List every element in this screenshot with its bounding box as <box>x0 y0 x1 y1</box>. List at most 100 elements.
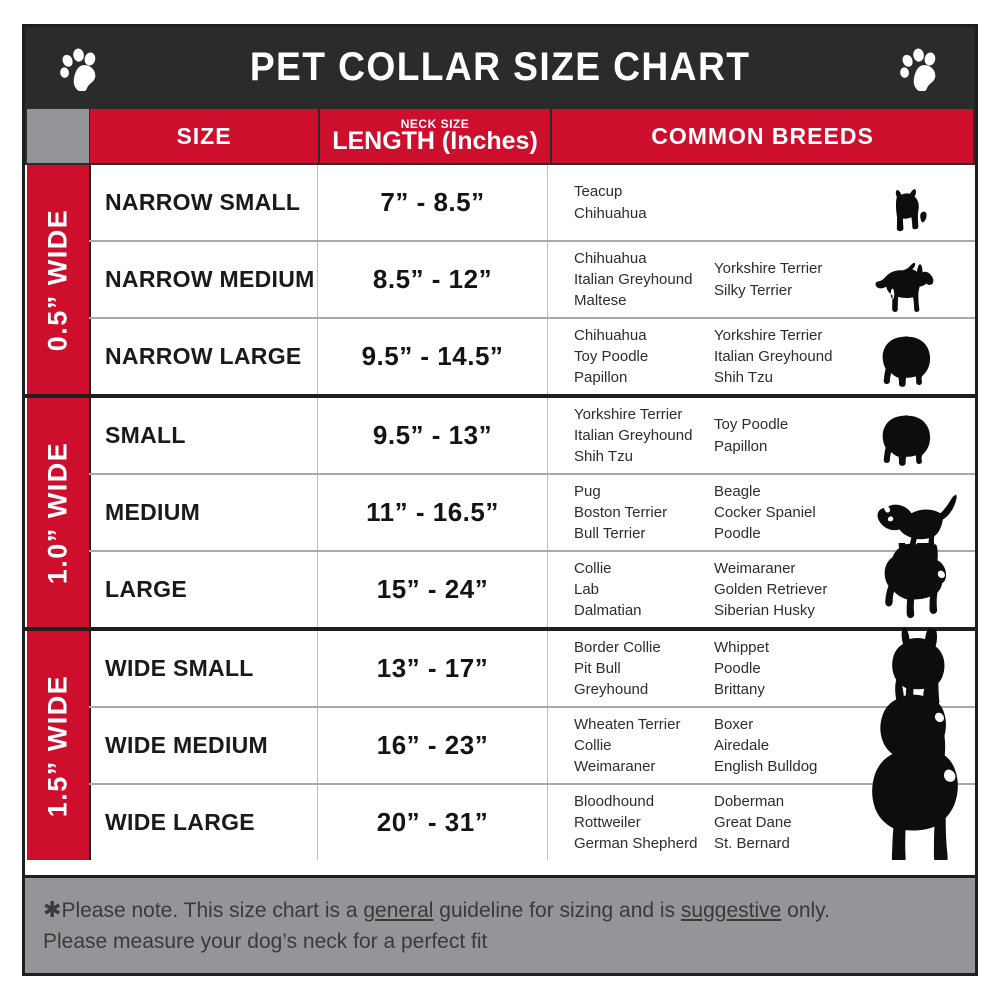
column-header-size: SIZE <box>90 109 318 163</box>
table-row: WIDE MEDIUM 16” - 23” Wheaten Terrier Colli… <box>89 679 975 783</box>
breed-item: Border Collie <box>574 638 661 656</box>
footer-emphasis-suggestive: suggestive <box>680 899 782 923</box>
breed-item: Pug <box>574 482 601 500</box>
width-group-label-text: 0.5” WIDE <box>42 208 73 351</box>
width-group-rows: SMALL 9.5” - 13” Yorkshire Terrier Italian … <box>89 398 975 627</box>
asterisk-icon: ✱ <box>43 897 62 923</box>
width-group: 1.0” WIDE SMALL 9.5” - 13” Yorkshire Terrie… <box>25 394 975 627</box>
beagle-silhouette <box>849 475 969 550</box>
breed-item: Papillon <box>574 369 628 387</box>
cell-neck-length: 15” - 24” <box>317 552 547 627</box>
table-row: NARROW LARGE 9.5” - 14.5” Chihuahua Toy Poo… <box>89 317 975 394</box>
paw-print-icon <box>60 48 96 91</box>
width-column-header <box>27 109 89 163</box>
column-header-length-sub: NECK SIZE <box>400 117 470 131</box>
breed-item: Yorkshire Terrier <box>714 326 823 344</box>
footer-note: ✱Please note. This size chart is a gener… <box>25 875 975 973</box>
breed-item: Weimaraner <box>574 758 656 776</box>
width-group-label-text: 1.5” WIDE <box>42 674 73 817</box>
table-row: LARGE 15” - 24” Collie Lab Dalmatian Weimaran… <box>89 543 975 627</box>
width-group-label: 1.5” WIDE <box>27 631 89 860</box>
width-group: 0.5” WIDE NARROW SMALL 7” - 8.5” Teacup Chih… <box>25 165 975 394</box>
breed-list-c1: Pug Boston Terrier Bull Terrier <box>574 481 714 545</box>
table-row: SMALL 9.5” - 13” Yorkshire Terrier Italian … <box>89 398 975 473</box>
cell-neck-length: 20” - 31” <box>317 785 547 860</box>
breed-item: Toy Poodle <box>714 416 789 434</box>
breed-list-c2: Doberman Great Dane St. Bernard <box>714 791 864 855</box>
breed-item: Chihuahua <box>574 249 647 267</box>
breed-item: Lab <box>574 580 600 598</box>
breed-item: Bull Terrier <box>574 525 646 543</box>
pomeranian-silhouette <box>849 398 969 473</box>
breed-item: Italian Greyhound <box>574 426 693 444</box>
cell-size: WIDE MEDIUM <box>89 708 317 783</box>
footer-text-c: only. <box>781 899 830 923</box>
cell-common-breeds: Teacup Chihuahua <box>547 165 975 240</box>
table-body: 0.5” WIDE NARROW SMALL 7” - 8.5” Teacup Chih… <box>25 165 975 875</box>
breed-list-c2: Beagle Cocker Spaniel Poodle <box>714 481 864 545</box>
cell-neck-length: 11” - 16.5” <box>317 475 547 550</box>
table-row: NARROW SMALL 7” - 8.5” Teacup Chihuahua <box>89 165 975 240</box>
footer-text-b: guideline for sizing and is <box>433 899 681 923</box>
cell-neck-length: 16” - 23” <box>317 708 547 783</box>
breed-list-c2: Weimaraner Golden Retriever Siberian Husky <box>714 558 864 622</box>
cell-size: LARGE <box>89 552 317 627</box>
cell-common-breeds: Pug Boston Terrier Bull Terrier Beagle Cocke… <box>547 475 975 550</box>
breed-item: Silky Terrier <box>714 281 793 299</box>
cell-neck-length: 9.5” - 14.5” <box>317 319 547 394</box>
cell-common-breeds: Chihuahua Italian Greyhound Maltese Yorkshi… <box>547 242 975 317</box>
breed-list-c1: Border Collie Pit Bull Greyhound <box>574 637 714 701</box>
cell-size: WIDE SMALL <box>89 631 317 706</box>
breed-list-c1: Bloodhound Rottweiler German Shepherd <box>574 791 714 855</box>
breed-item: Dalmatian <box>574 602 642 620</box>
breed-item: Shih Tzu <box>574 448 633 466</box>
breed-item: Poodle <box>714 525 761 543</box>
breed-item: Shih Tzu <box>714 369 773 387</box>
breed-item: Wheaten Terrier <box>574 715 681 733</box>
breed-list-c2: Yorkshire Terrier Italian Greyhound Shih T… <box>714 325 864 389</box>
breed-item: Cocker Spaniel <box>714 503 816 521</box>
breed-item: Golden Retriever <box>714 580 828 598</box>
breed-item: Whippet <box>714 638 770 656</box>
cell-neck-length: 8.5” - 12” <box>317 242 547 317</box>
footer-line-2: Please measure your dog’s neck for a per… <box>43 929 488 953</box>
breed-item: English Bulldog <box>714 758 818 776</box>
pet-collar-size-chart: PET COLLAR SIZE CHART SIZE NECK SIZE LEN… <box>22 24 978 976</box>
breed-list-c1: Teacup Chihuahua <box>574 181 714 224</box>
cell-common-breeds: Yorkshire Terrier Italian Greyhound Shih T… <box>547 398 975 473</box>
breed-item: Teacup <box>574 183 623 201</box>
shepherd-silhouette <box>849 543 969 627</box>
cell-size: WIDE LARGE <box>89 785 317 860</box>
footer-line-1: ✱Please note. This size chart is a gener… <box>43 894 957 926</box>
breed-list-c1: Chihuahua Italian Greyhound Maltese <box>574 248 714 312</box>
breed-list-c2: Yorkshire Terrier Silky Terrier <box>714 258 864 301</box>
breed-item: Beagle <box>714 482 761 500</box>
paw-print-icon <box>900 48 936 91</box>
breed-item: Poodle <box>714 659 761 677</box>
cell-neck-length: 7” - 8.5” <box>317 165 547 240</box>
cell-common-breeds: Border Collie Pit Bull Greyhound Whippet Poo… <box>547 628 975 706</box>
cell-size: NARROW SMALL <box>89 165 317 240</box>
table-header-row: SIZE NECK SIZE LENGTH (Inches) COMMON BR… <box>25 107 975 165</box>
breed-item: Brittany <box>714 681 765 699</box>
breed-item: Italian Greyhound <box>714 347 833 365</box>
cell-common-breeds: Chihuahua Toy Poodle Papillon Yorkshire Ter… <box>547 319 975 394</box>
cell-common-breeds: Bloodhound Rottweiler German Shepherd Dober… <box>547 728 975 860</box>
breed-item: Greyhound <box>574 681 649 699</box>
table-row: MEDIUM 11” - 16.5” Pug Boston Terrier Bull T… <box>89 473 975 550</box>
breed-item: Chihuahua <box>574 204 647 222</box>
boxer-silhouette <box>849 679 969 783</box>
breed-item: St. Bernard <box>714 835 790 853</box>
breed-list-c1: Collie Lab Dalmatian <box>574 558 714 622</box>
page-title: PET COLLAR SIZE CHART <box>249 44 751 89</box>
table-row: WIDE LARGE 20” - 31” Bloodhound Rottweiler G… <box>89 728 975 860</box>
yorkie-silhouette <box>849 165 969 240</box>
cell-size: NARROW MEDIUM <box>89 242 317 317</box>
table-row: WIDE SMALL 13” - 17” Border Collie Pit Bull… <box>89 628 975 706</box>
breed-item: Chihuahua <box>574 326 647 344</box>
doberman-silhouette <box>849 728 969 860</box>
breed-item: Doberman <box>714 792 785 810</box>
width-group-rows: WIDE SMALL 13” - 17” Border Collie Pit Bull… <box>89 628 975 860</box>
breed-item: Bloodhound <box>574 792 655 810</box>
footer-emphasis-general: general <box>363 899 434 923</box>
